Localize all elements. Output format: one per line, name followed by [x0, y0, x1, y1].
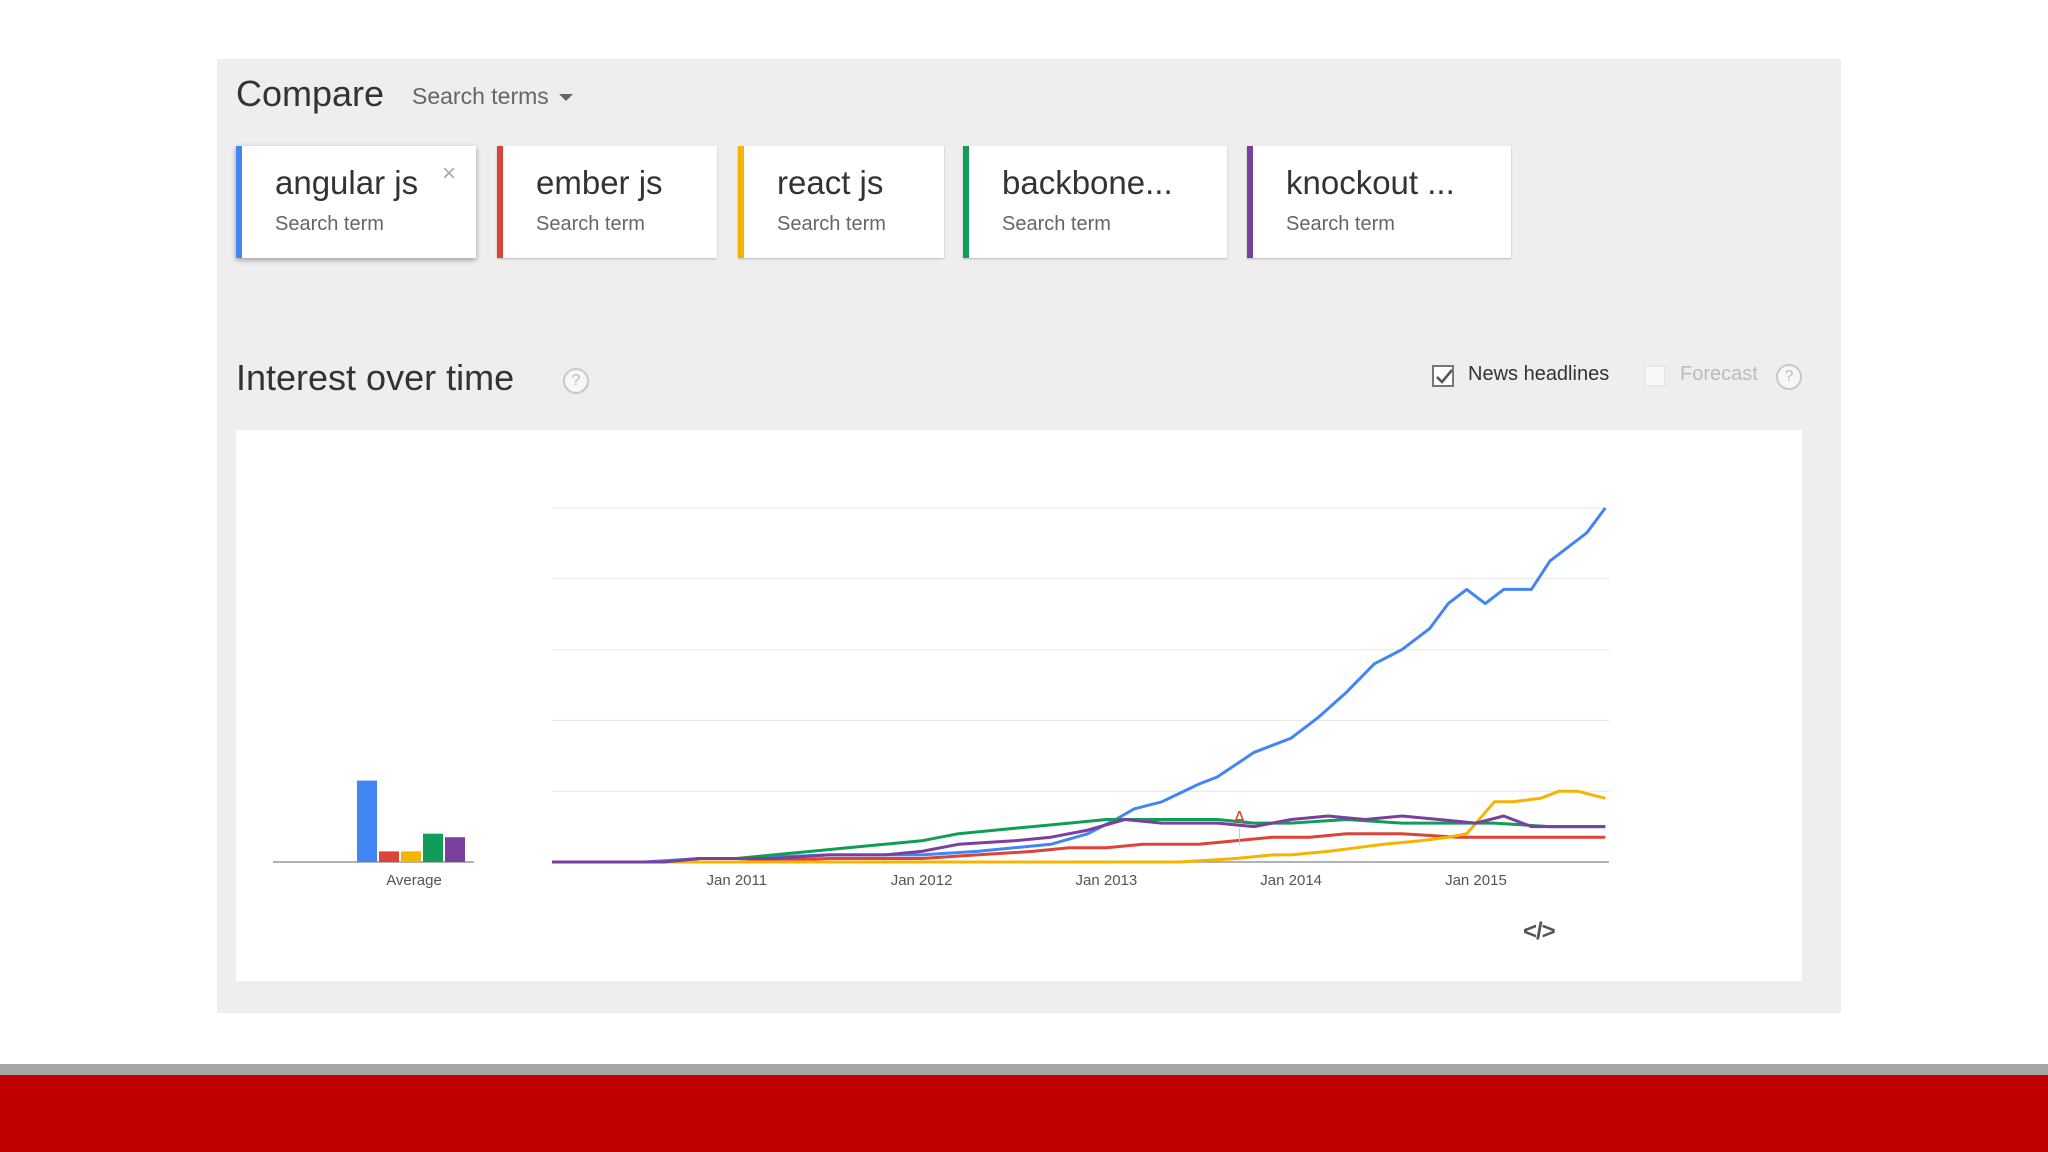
term-label: ember js	[536, 164, 663, 201]
term-card-ember[interactable]: ember js Search term	[497, 146, 717, 258]
average-bar	[423, 833, 443, 862]
embed-code-icon[interactable]: </>	[1523, 918, 1556, 945]
search-terms-dropdown[interactable]: Search terms	[412, 83, 573, 110]
term-label: knockout ...	[1286, 164, 1455, 201]
forecast-checkbox[interactable]	[1644, 365, 1666, 387]
series-line	[552, 507, 1607, 864]
chart-card: Average Jan 2011 Jan 2012 Jan 2013 Jan 2014 J…	[236, 430, 1802, 981]
term-sub: Search term	[1286, 213, 1395, 235]
term-label: backbone...	[1002, 164, 1173, 201]
x-tick-label: Jan 2015	[1445, 872, 1507, 889]
x-tick-label: Jan 2013	[1076, 872, 1138, 889]
term-card-react[interactable]: react js Search term	[738, 146, 944, 258]
footer-bar	[0, 1075, 2048, 1152]
trends-panel: Compare Search terms angular js Search t…	[217, 59, 1841, 1013]
annotation-marker: A	[1233, 808, 1245, 828]
forecast-help-icon[interactable]: ?	[1776, 364, 1802, 390]
average-bar	[357, 780, 377, 862]
average-label: Average	[386, 872, 442, 889]
term-sub: Search term	[536, 213, 645, 235]
chevron-down-icon	[558, 94, 573, 101]
x-tick-label: Jan 2011	[706, 872, 767, 889]
search-terms-label: Search terms	[412, 83, 549, 109]
average-bar	[401, 851, 421, 862]
term-sub: Search term	[1002, 213, 1111, 235]
series-line	[552, 789, 1606, 864]
average-bar	[379, 851, 399, 862]
term-card-backbone[interactable]: backbone... Search term	[963, 146, 1227, 258]
close-icon[interactable]: ×	[441, 160, 456, 187]
average-bar	[445, 837, 465, 862]
term-label: react js	[777, 164, 884, 201]
news-headlines-label[interactable]: News headlines	[1468, 363, 1610, 385]
series-line	[552, 814, 1606, 864]
series-line	[552, 832, 1606, 864]
news-headlines-checkbox[interactable]	[1432, 365, 1454, 387]
term-card-angular[interactable]: angular js Search term ×	[236, 146, 476, 258]
series-line	[552, 818, 1606, 864]
help-icon[interactable]: ?	[563, 368, 589, 394]
checkmark-icon	[1436, 369, 1453, 384]
term-sub: Search term	[275, 213, 384, 235]
interest-over-time-title: Interest over time	[236, 357, 515, 398]
interest-chart: Average Jan 2011 Jan 2012 Jan 2013 Jan 2014 J…	[273, 507, 1609, 889]
forecast-label[interactable]: Forecast	[1680, 363, 1758, 385]
term-label: angular js	[275, 164, 419, 201]
x-tick-label: Jan 2012	[891, 872, 953, 889]
footer-divider	[0, 1064, 2048, 1075]
compare-title: Compare	[236, 73, 385, 114]
term-sub: Search term	[777, 213, 886, 235]
x-tick-label: Jan 2014	[1260, 872, 1322, 889]
term-card-knockout[interactable]: knockout ... Search term	[1247, 146, 1511, 258]
